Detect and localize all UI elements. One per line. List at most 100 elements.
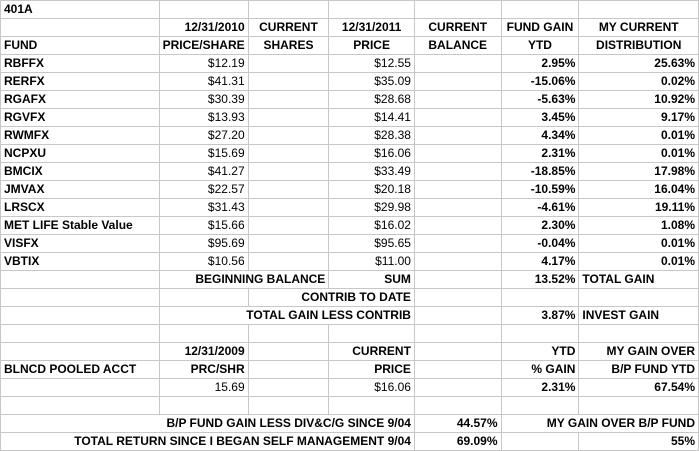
fund-price-share[interactable]: $15.66 [158, 216, 249, 235]
fund-balance[interactable] [413, 126, 502, 145]
fund-distribution[interactable]: 0.01% [578, 144, 699, 163]
fund-gain-ytd[interactable]: 2.31% [500, 144, 580, 163]
fund-distribution[interactable]: 1.08% [578, 216, 699, 235]
fund-distribution[interactable]: 10.92% [578, 90, 699, 109]
fund-balance[interactable] [413, 198, 502, 217]
fund-distribution[interactable]: 16.04% [578, 180, 699, 199]
fund-name[interactable]: VISFX [0, 234, 160, 253]
total-gain-value[interactable]: 13.52% [500, 270, 580, 289]
fund-price-share[interactable]: $13.93 [158, 108, 249, 127]
fund-current-price[interactable]: $28.38 [328, 126, 415, 145]
fund-current-price[interactable]: $28.68 [328, 90, 415, 109]
fund-shares[interactable] [247, 198, 330, 217]
fund-name[interactable]: VBTIX [0, 252, 160, 271]
fund-distribution[interactable]: 0.02% [578, 72, 699, 91]
fund-name[interactable]: RWMFX [0, 126, 160, 145]
pooled-current-label[interactable]: CURRENT [328, 342, 415, 361]
fund-name[interactable]: RGVFX [0, 108, 160, 127]
fund-name[interactable]: RGAFX [0, 90, 160, 109]
header-date-price[interactable]: 12/31/2010 [158, 18, 249, 37]
fund-current-price[interactable]: $16.06 [328, 144, 415, 163]
my-gain-over-bp-label[interactable]: MY GAIN OVER B/P FUND [500, 414, 699, 433]
fund-distribution[interactable]: 9.17% [578, 108, 699, 127]
fund-distribution[interactable]: 19.11% [578, 198, 699, 217]
header-ytd[interactable]: YTD [500, 36, 580, 55]
fund-shares[interactable] [247, 162, 330, 181]
sheet-title[interactable]: 401A [0, 0, 160, 19]
fund-price-share[interactable]: $15.69 [158, 144, 249, 163]
fund-balance[interactable] [413, 162, 502, 181]
fund-name[interactable]: LRSCX [0, 198, 160, 217]
fund-name[interactable]: BMCIX [0, 162, 160, 181]
fund-price-share[interactable]: $30.39 [158, 90, 249, 109]
fund-shares[interactable] [247, 54, 330, 73]
pooled-prc-value[interactable]: 15.69 [158, 378, 249, 397]
fund-name[interactable]: RBFFX [0, 54, 160, 73]
fund-price-share[interactable]: $95.69 [158, 234, 249, 253]
invest-gain-value[interactable]: 3.87% [500, 306, 580, 325]
sum-label[interactable]: SUM [328, 270, 415, 289]
invest-gain-label[interactable]: INVEST GAIN [578, 306, 699, 325]
fund-balance[interactable] [413, 54, 502, 73]
fund-price-share[interactable]: $41.27 [158, 162, 249, 181]
fund-price-share[interactable]: $27.20 [158, 126, 249, 145]
fund-name[interactable]: NCPXU [0, 144, 160, 163]
fund-price-share[interactable]: $22.57 [158, 180, 249, 199]
fund-shares[interactable] [247, 72, 330, 91]
fund-distribution[interactable]: 17.98% [578, 162, 699, 181]
fund-balance[interactable] [413, 180, 502, 199]
fund-price-share[interactable]: $10.56 [158, 252, 249, 271]
fund-current-price[interactable]: $16.02 [328, 216, 415, 235]
fund-balance[interactable] [413, 90, 502, 109]
fund-name[interactable]: RERFX [0, 72, 160, 91]
header-date-current[interactable]: 12/31/2011 [328, 18, 415, 37]
header-distribution[interactable]: DISTRIBUTION [578, 36, 699, 55]
fund-shares[interactable] [247, 252, 330, 271]
fund-gain-ytd[interactable]: -5.63% [500, 90, 580, 109]
fund-current-price[interactable]: $20.18 [328, 180, 415, 199]
fund-shares[interactable] [247, 234, 330, 253]
fund-balance[interactable] [413, 108, 502, 127]
fund-shares[interactable] [247, 108, 330, 127]
fund-price-share[interactable]: $41.31 [158, 72, 249, 91]
fund-gain-ytd[interactable]: -18.85% [500, 162, 580, 181]
fund-current-price[interactable]: $29.98 [328, 198, 415, 217]
fund-shares[interactable] [247, 144, 330, 163]
fund-distribution[interactable]: 0.01% [578, 126, 699, 145]
header-fund-gain[interactable]: FUND GAIN [500, 18, 580, 37]
pooled-account[interactable]: BLNCD POOLED ACCT [0, 360, 160, 379]
pooled-price-value[interactable]: $16.06 [328, 378, 415, 397]
fund-distribution[interactable]: 0.01% [578, 252, 699, 271]
header-current-balance[interactable]: CURRENT [413, 18, 502, 37]
pooled-gain-over-value[interactable]: 67.54% [578, 378, 699, 397]
pooled-my-gain-over[interactable]: MY GAIN OVER [578, 342, 699, 361]
header-price[interactable]: PRICE [328, 36, 415, 55]
fund-gain-ytd[interactable]: -15.06% [500, 72, 580, 91]
fund-shares[interactable] [247, 216, 330, 235]
fund-gain-ytd[interactable]: 2.95% [500, 54, 580, 73]
bp-fund-gain-label[interactable]: B/P FUND GAIN LESS DIV&C/G SINCE 9/04 [0, 414, 415, 433]
fund-current-price[interactable]: $14.41 [328, 108, 415, 127]
pooled-pct-gain[interactable]: % GAIN [500, 360, 580, 379]
total-gain-label[interactable]: TOTAL GAIN [578, 270, 699, 289]
header-price-share[interactable]: PRICE/SHARE [158, 36, 249, 55]
fund-gain-ytd[interactable]: 4.34% [500, 126, 580, 145]
fund-current-price[interactable]: $11.00 [328, 252, 415, 271]
fund-shares[interactable] [247, 90, 330, 109]
fund-name[interactable]: MET LIFE Stable Value [0, 216, 160, 235]
fund-gain-ytd[interactable]: 3.45% [500, 108, 580, 127]
fund-shares[interactable] [247, 180, 330, 199]
fund-current-price[interactable]: $35.09 [328, 72, 415, 91]
pooled-price-label[interactable]: PRICE [328, 360, 415, 379]
fund-name[interactable]: JMVAX [0, 180, 160, 199]
pooled-ytd-value[interactable]: 2.31% [500, 378, 580, 397]
fund-balance[interactable] [413, 72, 502, 91]
fund-balance[interactable] [413, 252, 502, 271]
fund-distribution[interactable]: 25.63% [578, 54, 699, 73]
header-balance[interactable]: BALANCE [413, 36, 502, 55]
pooled-ytd-label[interactable]: YTD [500, 342, 580, 361]
bp-fund-gain-value[interactable]: 44.57% [413, 414, 502, 433]
fund-balance[interactable] [413, 234, 502, 253]
fund-current-price[interactable]: $12.55 [328, 54, 415, 73]
fund-gain-ytd[interactable]: -4.61% [500, 198, 580, 217]
